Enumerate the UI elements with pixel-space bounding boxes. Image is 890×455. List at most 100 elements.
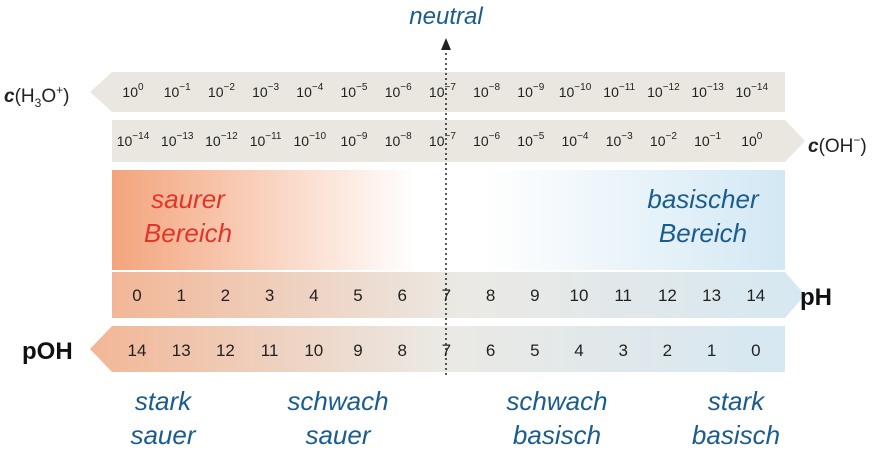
power-cell: 100 (122, 82, 144, 100)
formula-symbol: c (808, 136, 819, 157)
power-base: 10 (429, 84, 445, 100)
ph-value: 10 (570, 286, 589, 305)
power-exponent: −11 (265, 131, 282, 142)
poh-band (90, 326, 785, 372)
power-base: 10 (385, 84, 401, 100)
power-base: 10 (208, 84, 224, 100)
power-base: 10 (736, 84, 752, 100)
power-cell: 10−3 (606, 131, 633, 149)
strength-label: sauer (130, 420, 196, 450)
ph-value: 13 (702, 286, 721, 305)
power-base: 10 (252, 84, 268, 100)
formula-label: c(H3O+) (4, 83, 69, 110)
strength-label: basisch (692, 420, 780, 450)
power-base: 10 (117, 133, 133, 149)
oh-band (112, 120, 805, 162)
power-base: 10 (473, 84, 489, 100)
power-exponent: −13 (707, 82, 724, 93)
power-base: 10 (250, 133, 266, 149)
base-region-label: Bereich (659, 218, 747, 248)
power-exponent: −5 (533, 131, 545, 142)
ph-value: 1 (176, 286, 185, 305)
power-base: 10 (650, 133, 666, 149)
power-cell: 10−4 (296, 82, 323, 100)
power-exponent: −4 (312, 82, 324, 93)
power-cell: 10−3 (252, 82, 279, 100)
ph-value: 4 (309, 286, 318, 305)
power-base: 10 (161, 133, 177, 149)
power-base: 10 (741, 133, 757, 149)
formula-part: (H (15, 86, 35, 107)
formula-sub: 3 (35, 96, 42, 110)
poh-value: 1 (707, 341, 716, 360)
ph-value: 2 (221, 286, 230, 305)
poh-value: 4 (574, 341, 583, 360)
formula-part: ) (63, 86, 69, 107)
power-cell: 10−14 (117, 131, 150, 149)
formula-part: ) (860, 136, 866, 157)
power-exponent: −8 (489, 82, 501, 93)
poh-value: 7 (442, 341, 451, 360)
power-cell: 10−1 (694, 131, 721, 149)
power-base: 10 (694, 133, 710, 149)
power-exponent: −7 (444, 82, 456, 93)
power-base: 10 (517, 84, 533, 100)
power-cell: 10−11 (250, 131, 282, 149)
strength-label: sauer (305, 420, 371, 450)
power-cell: 10−4 (562, 131, 589, 149)
neutral-label: neutral (409, 3, 483, 30)
power-base: 10 (606, 133, 622, 149)
power-cell: 10−14 (736, 82, 769, 100)
power-cell: 100 (741, 131, 763, 149)
power-exponent: 0 (757, 131, 763, 142)
power-base: 10 (517, 133, 533, 149)
acid-region-label: saurer (151, 184, 226, 214)
region-band (112, 170, 785, 270)
power-cell: 10−10 (559, 82, 592, 100)
base-region-label: basischer (647, 184, 760, 214)
power-cell: 10−7 (429, 131, 456, 149)
ph-value: 0 (132, 286, 141, 305)
power-base: 10 (559, 84, 575, 100)
power-cell: 10−9 (517, 82, 544, 100)
poh-value: 8 (397, 341, 406, 360)
power-exponent: −6 (400, 82, 412, 93)
power-cell: 10−2 (650, 131, 677, 149)
poh-value: 9 (353, 341, 362, 360)
h3o-band (90, 72, 785, 112)
poh-value: 2 (663, 341, 672, 360)
power-exponent: −12 (663, 82, 680, 93)
formula-part: O (41, 86, 56, 107)
power-cell: 10−8 (385, 131, 412, 149)
power-exponent: −6 (489, 131, 501, 142)
neutral-arrow (441, 38, 451, 50)
power-exponent: −9 (356, 131, 368, 142)
power-exponent: −11 (619, 82, 636, 93)
power-base: 10 (122, 84, 138, 100)
power-base: 10 (385, 133, 401, 149)
ph-value: 12 (658, 286, 677, 305)
power-base: 10 (341, 133, 357, 149)
strength-label: schwach (506, 386, 607, 416)
power-exponent: −3 (621, 131, 633, 142)
poh-value: 6 (486, 341, 495, 360)
power-exponent: −9 (533, 82, 545, 93)
power-base: 10 (429, 133, 445, 149)
power-exponent: −12 (221, 131, 238, 142)
power-base: 10 (691, 84, 707, 100)
power-cell: 10−9 (341, 131, 368, 149)
ph-value: 8 (486, 286, 495, 305)
formula-symbol: c (4, 86, 15, 107)
poh-value: 12 (216, 341, 235, 360)
power-exponent: −10 (309, 131, 326, 142)
formula-sup: + (56, 83, 63, 97)
power-cell: 10−12 (205, 131, 238, 149)
power-exponent: −5 (356, 82, 368, 93)
power-cell: 10−7 (429, 82, 456, 100)
power-cell: 10−12 (647, 82, 680, 100)
power-cell: 10−13 (161, 131, 194, 149)
poh-value: 0 (751, 341, 760, 360)
power-exponent: −14 (751, 82, 768, 93)
poh-value: 3 (618, 341, 627, 360)
acid-region-label: Bereich (144, 218, 232, 248)
